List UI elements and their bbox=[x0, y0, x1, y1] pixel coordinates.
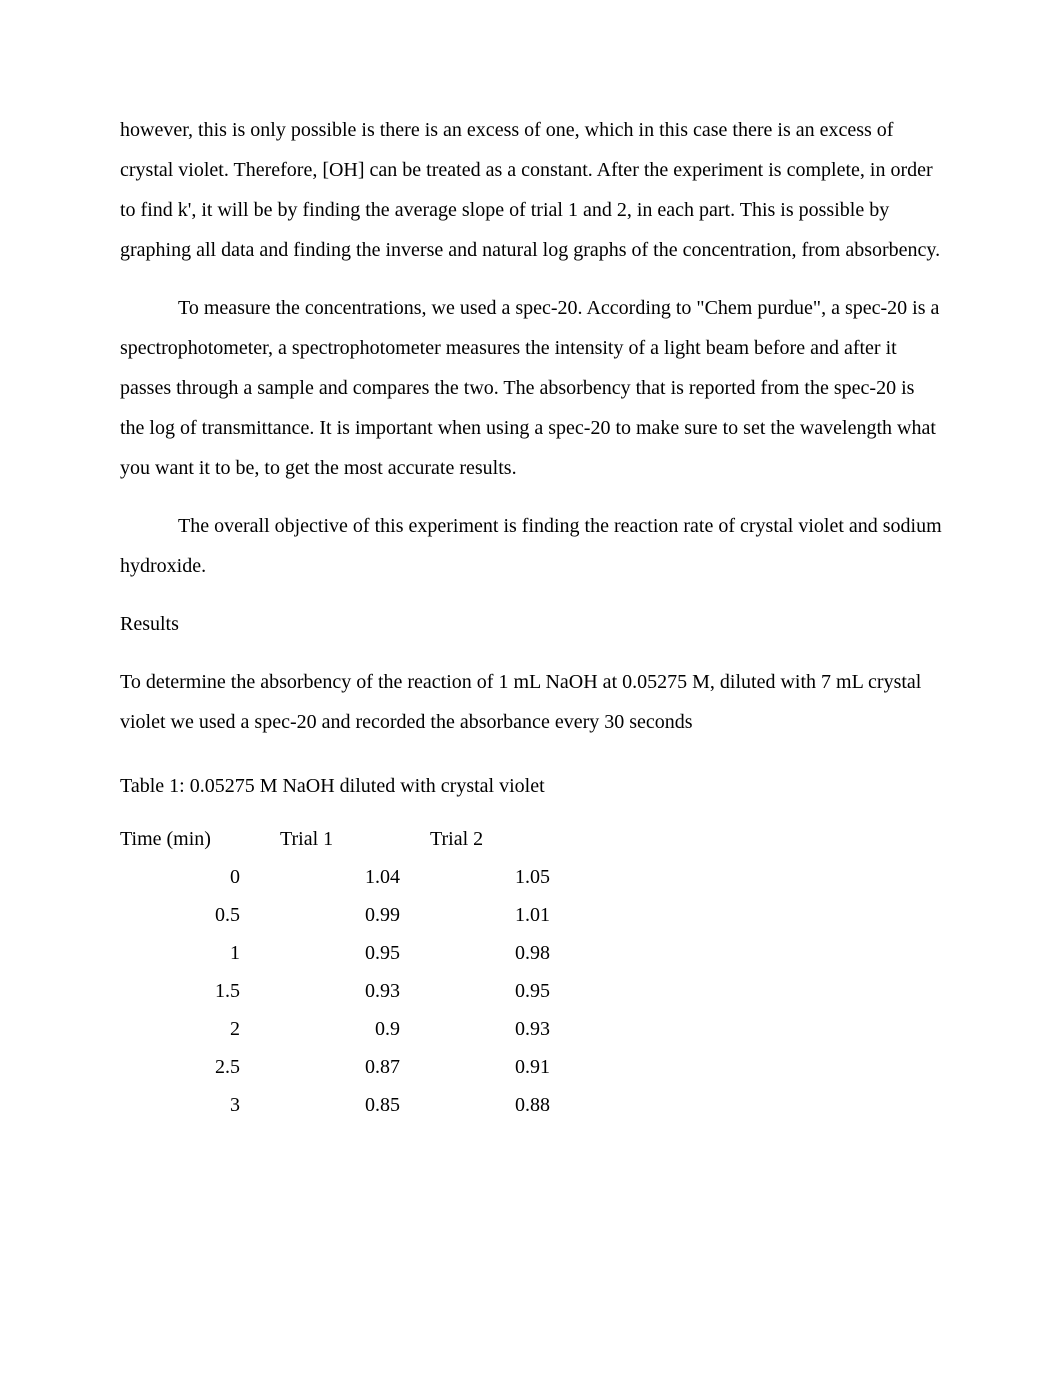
table-cell-trial2: 1.01 bbox=[430, 896, 568, 934]
table-cell-time: 2.5 bbox=[120, 1048, 280, 1086]
table-row: 1.5 0.93 0.95 bbox=[120, 972, 568, 1010]
body-paragraph-1: however, this is only possible is there … bbox=[120, 110, 942, 270]
table-1: Time (min) Trial 1 Trial 2 0 1.04 1.05 0… bbox=[120, 820, 568, 1124]
document-page: however, this is only possible is there … bbox=[0, 0, 1062, 1377]
table-cell-trial1: 0.93 bbox=[280, 972, 430, 1010]
table-cell-trial1: 0.99 bbox=[280, 896, 430, 934]
table-cell-trial2: 0.95 bbox=[430, 972, 568, 1010]
body-paragraph-3: The overall objective of this experiment… bbox=[120, 506, 942, 586]
table-1-caption: Table 1: 0.05275 M NaOH diluted with cry… bbox=[120, 770, 942, 802]
table-col-header-time: Time (min) bbox=[120, 820, 280, 858]
table-row: 0 1.04 1.05 bbox=[120, 858, 568, 896]
table-cell-trial2: 0.98 bbox=[430, 934, 568, 972]
table-row: 3 0.85 0.88 bbox=[120, 1086, 568, 1124]
table-cell-time: 3 bbox=[120, 1086, 280, 1124]
table-row: 2 0.9 0.93 bbox=[120, 1010, 568, 1048]
table-cell-trial2: 0.91 bbox=[430, 1048, 568, 1086]
table-cell-trial1: 0.87 bbox=[280, 1048, 430, 1086]
table-header-row: Time (min) Trial 1 Trial 2 bbox=[120, 820, 568, 858]
table-cell-trial2: 0.88 bbox=[430, 1086, 568, 1124]
table-cell-trial1: 0.85 bbox=[280, 1086, 430, 1124]
table-cell-trial2: 0.93 bbox=[430, 1010, 568, 1048]
table-row: 1 0.95 0.98 bbox=[120, 934, 568, 972]
table-cell-time: 2 bbox=[120, 1010, 280, 1048]
results-heading: Results bbox=[120, 604, 942, 644]
table-cell-time: 0.5 bbox=[120, 896, 280, 934]
table-row: 0.5 0.99 1.01 bbox=[120, 896, 568, 934]
table-cell-time: 1.5 bbox=[120, 972, 280, 1010]
table-row: 2.5 0.87 0.91 bbox=[120, 1048, 568, 1086]
table-cell-trial1: 0.95 bbox=[280, 934, 430, 972]
table-cell-trial1: 0.9 bbox=[280, 1010, 430, 1048]
body-paragraph-4: To determine the absorbency of the react… bbox=[120, 662, 942, 742]
body-paragraph-2: To measure the concentrations, we used a… bbox=[120, 288, 942, 488]
table-cell-trial1: 1.04 bbox=[280, 858, 430, 896]
table-col-header-trial2: Trial 2 bbox=[430, 820, 568, 858]
table-cell-trial2: 1.05 bbox=[430, 858, 568, 896]
table-cell-time: 0 bbox=[120, 858, 280, 896]
table-cell-time: 1 bbox=[120, 934, 280, 972]
table-col-header-trial1: Trial 1 bbox=[280, 820, 430, 858]
